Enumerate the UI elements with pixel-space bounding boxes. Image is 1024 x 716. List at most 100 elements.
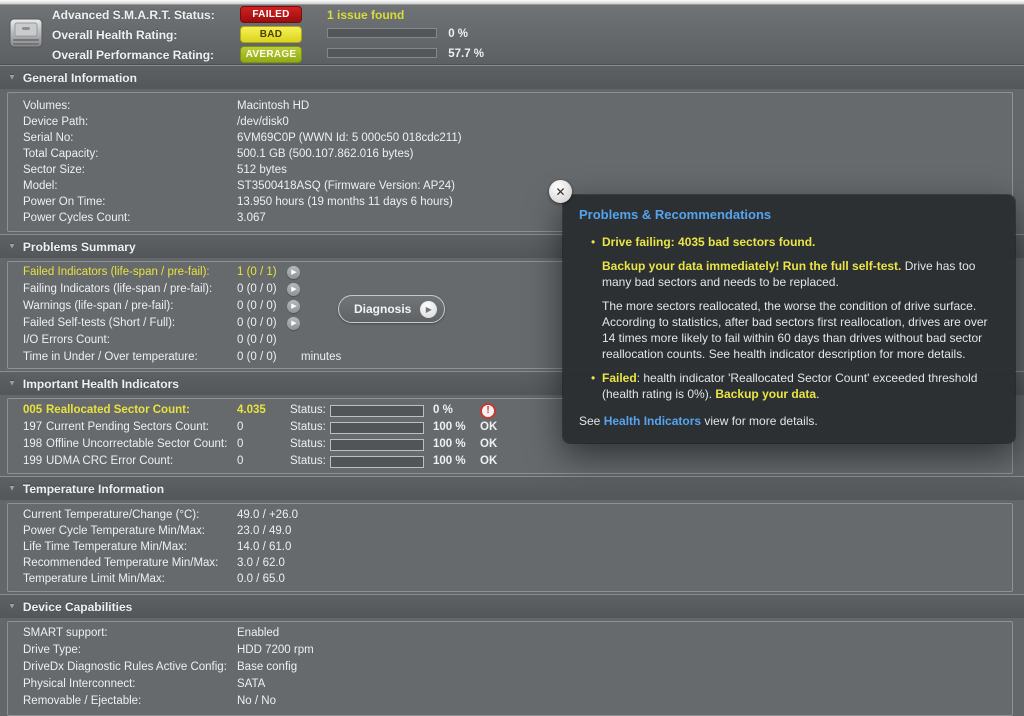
row-value: 0 (0 / 0) — [237, 317, 277, 329]
disclosure-triangle-icon[interactable]: ▼ — [8, 72, 16, 82]
info-row: Life Time Temperature Min/Max: 14.0 / 61.… — [23, 539, 1012, 555]
bullet-icon: • — [591, 371, 596, 385]
row-label: Life Time Temperature Min/Max: — [23, 541, 188, 553]
backup-advice-strong: Backup your data immediately! Run the fu… — [602, 259, 902, 273]
status-meter — [330, 455, 424, 468]
problem-row-failed-selftests: Failed Self-tests (Short / Full): 0 (0 /… — [23, 315, 1012, 332]
disclosure-triangle-icon[interactable]: ▼ — [8, 378, 16, 388]
attribute-name: UDMA CRC Error Count: — [46, 455, 174, 467]
health-rating-meter — [327, 28, 437, 39]
attribute-id: 198 — [23, 438, 43, 450]
info-row: Physical Interconnect: SATA — [23, 676, 1012, 693]
performance-rating-meter — [327, 48, 437, 59]
alert-icon[interactable]: ! — [480, 402, 496, 419]
reallocation-statistics-paragraph: The more sectors reallocated, the worse … — [602, 299, 988, 361]
performance-rating-badge: AVERAGE — [240, 46, 302, 63]
row-value: SATA — [237, 678, 266, 690]
info-row: Device Path: /dev/disk0 — [23, 114, 1012, 130]
status-label: Status: — [290, 404, 326, 416]
attribute-id: 199 — [23, 455, 43, 467]
section-title: Temperature Information — [22, 481, 165, 496]
row-value: 23.0 / 49.0 — [237, 525, 292, 537]
row-label: Recommended Temperature Min/Max: — [23, 557, 219, 569]
status-meter — [330, 438, 424, 451]
section-title: Important Health Indicators — [22, 376, 179, 391]
status-ok-text: OK — [480, 455, 498, 467]
problem-row-failed-indicators: Failed Indicators (life-span / pre-fail)… — [23, 264, 1012, 281]
diagnosis-button[interactable]: Diagnosis ▶ — [338, 295, 446, 323]
status-label: Status: — [290, 421, 326, 433]
row-value: 0 (0 / 0) — [237, 283, 277, 295]
disclosure-triangle-icon[interactable]: ▼ — [8, 241, 16, 251]
problem-row-io-errors: I/O Errors Count: 0 (0 / 0) — [23, 332, 1012, 349]
row-label: Drive Type: — [23, 644, 81, 656]
row-value: 49.0 / +26.0 — [237, 509, 299, 521]
row-label: Serial No: — [23, 132, 74, 144]
row-label: Model: — [23, 180, 58, 192]
status-meter — [330, 421, 424, 434]
status-meter — [330, 404, 424, 417]
detail-arrow-button[interactable]: ▶ — [287, 283, 300, 296]
device-capabilities-header[interactable]: ▼ Device Capabilities — [0, 594, 1024, 618]
temperature-information-body: Current Temperature/Change (°C): 49.0 / +… — [7, 503, 1013, 592]
section-title: Device Capabilities — [22, 599, 133, 614]
status-ok-text: OK — [480, 438, 498, 450]
row-value: HDD 7200 rpm — [237, 644, 314, 656]
row-value: 0.0 / 65.0 — [237, 573, 285, 585]
health-row-pending-sectors: 197 Current Pending Sectors Count: 0 Sta… — [23, 419, 1012, 436]
hard-drive-icon — [9, 17, 43, 52]
popover-bullet-drive-failing: • Drive failing: 4035 bad sectors found. — [591, 234, 998, 250]
backup-advice-paragraph: Backup your data immediately! Run the fu… — [602, 258, 998, 290]
health-indicators-link[interactable]: Health Indicators — [603, 414, 702, 428]
problem-row-warnings: Warnings (life-span / pre-fail): 0 (0 / … — [23, 298, 1012, 315]
info-row: Sector Size: 512 bytes — [23, 162, 1012, 178]
popover-title: Problems & Recommendations — [579, 207, 772, 222]
general-information-header[interactable]: ▼ General Information — [0, 65, 1024, 89]
status-percent: 100 % — [433, 438, 466, 450]
arrow-right-icon: ▶ — [291, 320, 297, 327]
detail-arrow-button[interactable]: ▶ — [287, 317, 300, 330]
arrow-right-icon: ▶ — [291, 303, 297, 310]
section-title: Problems Summary — [22, 239, 136, 254]
row-label: SMART support: — [23, 627, 108, 639]
row-value: 3.067 — [237, 212, 266, 224]
temperature-information-header[interactable]: ▼ Temperature Information — [0, 476, 1024, 500]
info-row: Serial No: 6VM69C0P (WWN Id: 5 000c50 018… — [23, 130, 1012, 146]
close-icon: ✕ — [555, 184, 566, 199]
row-label: Sector Size: — [23, 164, 85, 176]
detail-arrow-button[interactable]: ▶ — [287, 266, 300, 279]
status-percent: 100 % — [433, 455, 466, 467]
section-title: General Information — [22, 70, 137, 85]
health-rating-percent: 0 % — [448, 28, 469, 41]
bullet-icon: • — [591, 235, 596, 249]
row-label: DriveDx Diagnostic Rules Active Config: — [23, 661, 227, 673]
row-value: 1 (0 / 1) — [237, 266, 277, 278]
performance-rating-meter-group: 57.7 % — [312, 48, 484, 60]
row-label: Failed Indicators (life-span / pre-fail)… — [23, 266, 210, 278]
smart-status-bar: Advanced S.M.A.R.T. Status: FAILED 1 iss… — [0, 5, 1024, 65]
row-value: 0 (0 / 0) — [237, 351, 277, 363]
device-capabilities-body: SMART support: Enabled Drive Type: HDD 720… — [7, 621, 1013, 716]
attribute-value: 0 — [237, 421, 244, 433]
health-rating-badge: BAD — [240, 26, 302, 43]
problem-row-failing-indicators: Failing Indicators (life-span / pre-fail… — [23, 281, 1012, 298]
info-row: Volumes: Macintosh HD — [23, 98, 1012, 114]
problems-summary-body: Failed Indicators (life-span / pre-fail)… — [7, 261, 1013, 369]
info-row: Power Cycles Count: 3.067 — [23, 210, 1012, 226]
close-button[interactable]: ✕ — [549, 180, 572, 203]
row-label: Power Cycles Count: — [23, 212, 131, 224]
disclosure-triangle-icon[interactable]: ▼ — [8, 483, 16, 493]
row-value: ST3500418ASQ (Firmware Version: AP24) — [237, 180, 455, 192]
section-temperature-information: ▼ Temperature Information Current Temper… — [0, 476, 1024, 592]
attribute-name: Reallocated Sector Count: — [46, 404, 190, 416]
detail-arrow-button[interactable]: ▶ — [287, 300, 300, 313]
row-label: Time in Under / Over temperature: — [23, 351, 198, 363]
disclosure-triangle-icon[interactable]: ▼ — [8, 601, 16, 611]
popover-footer: See Health Indicators view for more deta… — [579, 414, 818, 428]
row-value: 500.1 GB (500.107.862.016 bytes) — [237, 148, 414, 160]
backup-strong: Backup your data — [715, 387, 817, 401]
info-row: Model: ST3500418ASQ (Firmware Version: AP… — [23, 178, 1012, 194]
row-value: 0 (0 / 0) — [237, 334, 277, 346]
arrow-right-icon: ▶ — [420, 300, 438, 318]
info-row: Power Cycle Temperature Min/Max: 23.0 / 4… — [23, 523, 1012, 539]
